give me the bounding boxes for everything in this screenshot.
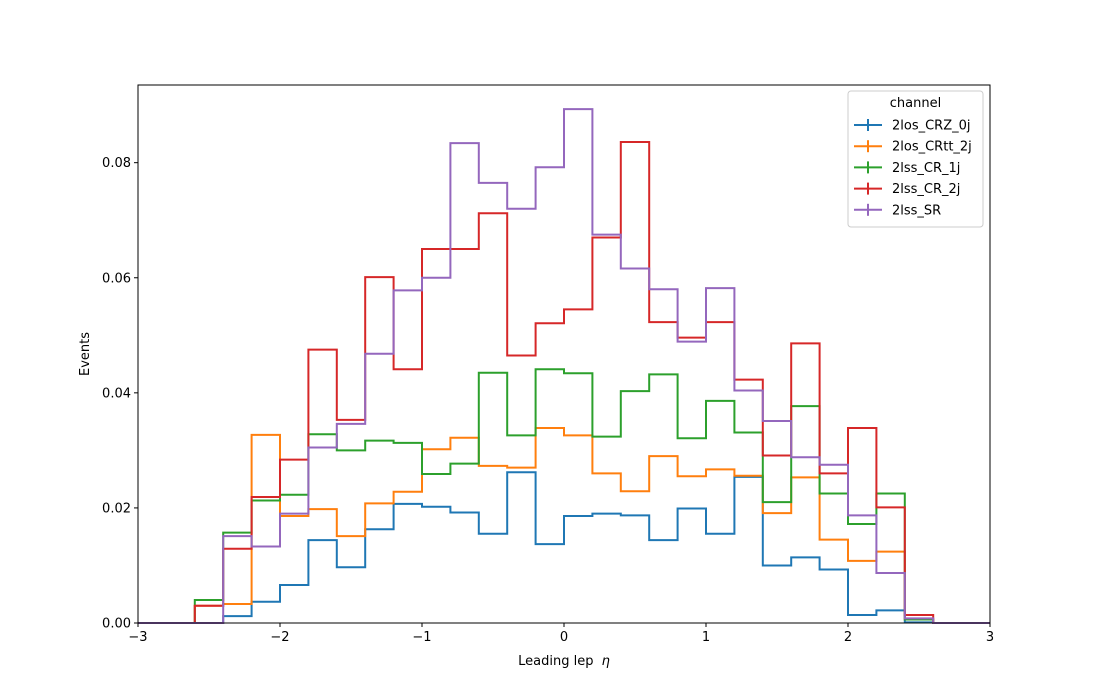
series-line-2lss_CR_2j [138, 140, 990, 624]
x-tick-label: 3 [986, 630, 994, 645]
legend-items: 2los_CRZ_0j 2los_CRtt_2j 2lss_CR_1j 2lss_CR… [854, 119, 972, 218]
x-tick-label: −1 [412, 630, 431, 645]
series-2los_CRtt_2j [138, 426, 990, 624]
y-tick-label: 0.06 [102, 271, 131, 286]
legend-label: 2lss_SR [892, 203, 941, 218]
x-axis: −3 −2 −1 0 1 2 3 [128, 623, 994, 645]
x-tick-label: 1 [702, 630, 710, 645]
series-2lss_CR_1j [138, 368, 990, 624]
y-tick-label: 0.02 [102, 501, 131, 516]
x-tick-label: −3 [128, 630, 147, 645]
series-line-2lss_SR [138, 108, 990, 624]
legend-label: 2los_CRtt_2j [892, 140, 972, 155]
legend-title: channel [890, 96, 941, 111]
x-tick-label: −2 [270, 630, 289, 645]
legend-label: 2lss_CR_2j [892, 182, 960, 197]
legend-item: 2lss_SR [854, 203, 941, 218]
y-axis-label: Events [78, 332, 93, 376]
x-tick-label: 2 [844, 630, 852, 645]
series-line-2los_CRtt_2j [138, 426, 990, 624]
x-tick-label: 0 [560, 630, 568, 645]
x-axis-label: Leading lep η [518, 654, 610, 669]
legend-label: 2los_CRZ_0j [892, 119, 971, 134]
legend-item: 2los_CRZ_0j [854, 119, 971, 134]
y-tick-label: 0.08 [102, 156, 131, 171]
series-2lss_CR_2j [138, 140, 990, 624]
legend-item: 2los_CRtt_2j [854, 140, 972, 155]
y-tick-label: 0.04 [102, 386, 131, 401]
legend-item: 2lss_CR_2j [854, 182, 960, 197]
series-2los_CRZ_0j [138, 471, 990, 624]
series-line-2los_CRZ_0j [138, 471, 990, 624]
series-line-2lss_CR_1j [138, 368, 990, 624]
x-axis-label-text: Leading lep [518, 654, 593, 669]
legend: channel 2los_CRZ_0j 2los_CRtt_2j 2lss_CR_1… [847, 90, 984, 228]
series-2lss_SR [138, 108, 990, 624]
legend-label: 2lss_CR_1j [892, 161, 960, 176]
x-axis-label-symbol: η [602, 654, 610, 669]
y-axis: 0.00 0.02 0.04 0.06 0.08 [102, 156, 138, 632]
legend-item: 2lss_CR_1j [854, 161, 960, 176]
y-tick-label: 0.00 [102, 617, 131, 632]
series-layer [138, 108, 990, 624]
